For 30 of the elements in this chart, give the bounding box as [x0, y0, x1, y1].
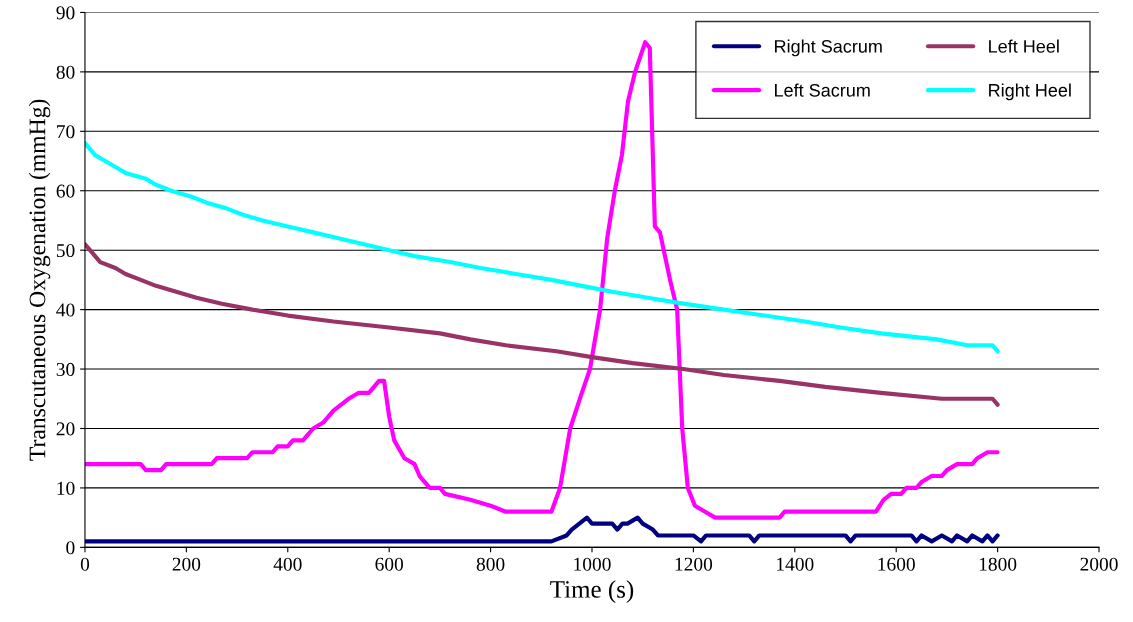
y-tick-label: 90: [56, 6, 75, 20]
y-tick-label: 40: [56, 303, 75, 317]
legend-label: Right Sacrum: [775, 39, 882, 57]
y-tick-label: 60: [56, 184, 75, 198]
x-tick-label: 0: [80, 557, 90, 571]
legend-label: Left Heel: [989, 39, 1059, 53]
y-tick-label: 80: [56, 65, 75, 79]
x-tick-label: 1400: [777, 557, 814, 571]
y-tick-label: 30: [56, 362, 75, 376]
legend-label: Right Heel: [989, 83, 1071, 101]
y-tick-label: 20: [56, 422, 75, 436]
line-series: [84, 141, 1000, 354]
y-tick-label: 0: [66, 541, 75, 555]
legend-label: Left Sacrum: [775, 83, 870, 97]
y-tick-label: 70: [57, 125, 75, 139]
x-tick-label: 200: [172, 557, 201, 571]
x-axis-title: Time (s): [550, 580, 634, 603]
x-tick-label: 800: [476, 557, 505, 571]
line-series: [84, 242, 1000, 407]
x-tick-label: 2000: [1080, 557, 1118, 571]
x-tick-label: 1600: [878, 557, 915, 571]
x-tick-label: 600: [375, 557, 404, 571]
x-tick-label: 1800: [979, 557, 1017, 571]
x-tick-label: 1000: [574, 557, 611, 571]
y-axis-title: Transcutaneous Oxygenation (mmHg): [28, 99, 51, 461]
x-tick-label: 400: [273, 557, 302, 571]
x-tick-label: 1200: [675, 557, 713, 571]
line-series: [84, 515, 1000, 544]
y-tick-label: 50: [56, 244, 75, 258]
y-tick-label: 10: [57, 481, 75, 495]
